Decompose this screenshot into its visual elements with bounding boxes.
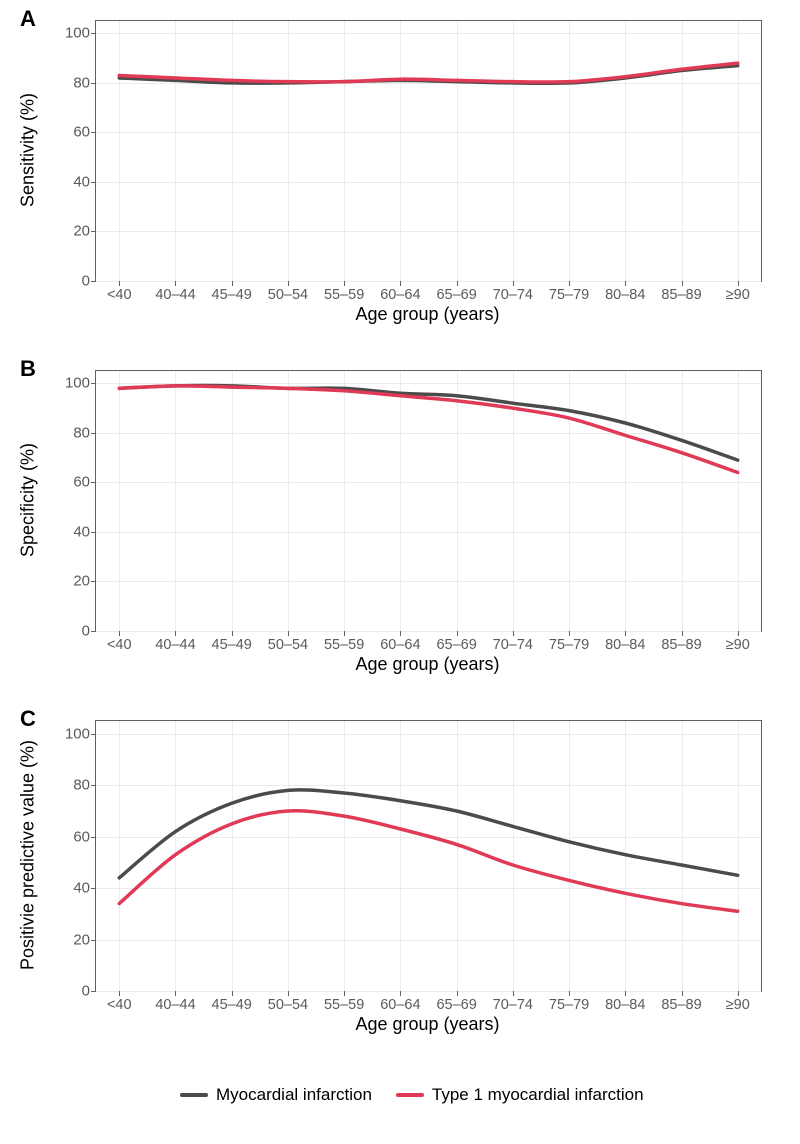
x-tick-label: 45–49	[212, 991, 252, 1013]
y-tick-label: 20	[73, 223, 96, 240]
y-tick-label: 0	[82, 983, 96, 1000]
x-tick-label: 60–64	[380, 281, 420, 303]
x-tick-label: 55–59	[324, 631, 364, 653]
x-tick-label: 80–84	[605, 991, 645, 1013]
legend-swatch-t1mi	[396, 1093, 424, 1097]
y-tick-label: 80	[73, 777, 96, 794]
panel-letter-B: B	[20, 356, 36, 382]
y-tick-label: 40	[73, 173, 96, 190]
series-line-t1mi	[119, 811, 737, 912]
x-tick-label: 45–49	[212, 631, 252, 653]
y-tick-label: 100	[65, 725, 96, 742]
x-tick-label: 75–79	[549, 991, 589, 1013]
x-axis-title-B: Age group (years)	[355, 654, 499, 675]
x-tick-label: 75–79	[549, 631, 589, 653]
x-tick-label: 40–44	[155, 631, 195, 653]
x-tick-label: <40	[107, 991, 132, 1013]
x-tick-label: 80–84	[605, 281, 645, 303]
series-svg-A	[96, 21, 761, 281]
legend-label-t1mi: Type 1 myocardial infarction	[432, 1085, 644, 1105]
x-tick-label: <40	[107, 631, 132, 653]
x-axis-title-A: Age group (years)	[355, 304, 499, 325]
x-tick-label: 50–54	[268, 281, 308, 303]
y-tick-label: 40	[73, 880, 96, 897]
legend-item-t1mi: Type 1 myocardial infarction	[396, 1085, 644, 1105]
y-tick-label: 100	[65, 25, 96, 42]
x-tick-label: 65–69	[436, 991, 476, 1013]
x-axis-title-C: Age group (years)	[355, 1014, 499, 1035]
x-tick-label: 60–64	[380, 991, 420, 1013]
plot-area-B: 020406080100<4040–4445–4950–5455–5960–64…	[95, 370, 762, 632]
panel-letter-A: A	[20, 6, 36, 32]
x-tick-label: 55–59	[324, 991, 364, 1013]
x-tick-label: 40–44	[155, 281, 195, 303]
x-tick-label: 80–84	[605, 631, 645, 653]
legend-swatch-mi	[180, 1093, 208, 1097]
x-tick-label: 70–74	[493, 991, 533, 1013]
y-axis-title-C: Positivie predictive value (%)	[18, 740, 39, 970]
x-tick-label: ≥90	[726, 991, 750, 1013]
y-tick-label: 0	[82, 273, 96, 290]
x-tick-label: 75–79	[549, 281, 589, 303]
series-svg-B	[96, 371, 761, 631]
y-tick-label: 20	[73, 573, 96, 590]
x-tick-label: 70–74	[493, 281, 533, 303]
x-tick-label: <40	[107, 281, 132, 303]
x-tick-label: ≥90	[726, 281, 750, 303]
x-tick-label: 55–59	[324, 281, 364, 303]
series-line-t1mi	[119, 63, 737, 82]
y-tick-label: 60	[73, 124, 96, 141]
y-axis-title-B: Specificity (%)	[18, 443, 39, 557]
x-tick-label: 40–44	[155, 991, 195, 1013]
y-tick-label: 20	[73, 931, 96, 948]
x-tick-label: 50–54	[268, 991, 308, 1013]
y-tick-label: 40	[73, 523, 96, 540]
x-tick-label: 60–64	[380, 631, 420, 653]
y-axis-title-A: Sensitivity (%)	[18, 93, 39, 207]
plot-area-A: 020406080100<4040–4445–4950–5455–5960–64…	[95, 20, 762, 282]
x-tick-label: ≥90	[726, 631, 750, 653]
y-tick-label: 60	[73, 474, 96, 491]
x-tick-label: 85–89	[661, 991, 701, 1013]
y-tick-label: 100	[65, 375, 96, 392]
y-tick-label: 0	[82, 623, 96, 640]
x-tick-label: 85–89	[661, 281, 701, 303]
plot-area-C: 020406080100<4040–4445–4950–5455–5960–64…	[95, 720, 762, 992]
x-tick-label: 70–74	[493, 631, 533, 653]
x-tick-label: 65–69	[436, 631, 476, 653]
legend-item-mi: Myocardial infarction	[180, 1085, 372, 1105]
legend: Myocardial infarction Type 1 myocardial i…	[180, 1085, 644, 1105]
y-tick-label: 80	[73, 74, 96, 91]
figure: A020406080100<4040–4445–4950–5455–5960–6…	[0, 0, 800, 1144]
legend-label-mi: Myocardial infarction	[216, 1085, 372, 1105]
y-tick-label: 60	[73, 828, 96, 845]
panel-letter-C: C	[20, 706, 36, 732]
series-svg-C	[96, 721, 761, 991]
x-tick-label: 65–69	[436, 281, 476, 303]
x-tick-label: 45–49	[212, 281, 252, 303]
x-tick-label: 50–54	[268, 631, 308, 653]
x-tick-label: 85–89	[661, 631, 701, 653]
y-tick-label: 80	[73, 424, 96, 441]
